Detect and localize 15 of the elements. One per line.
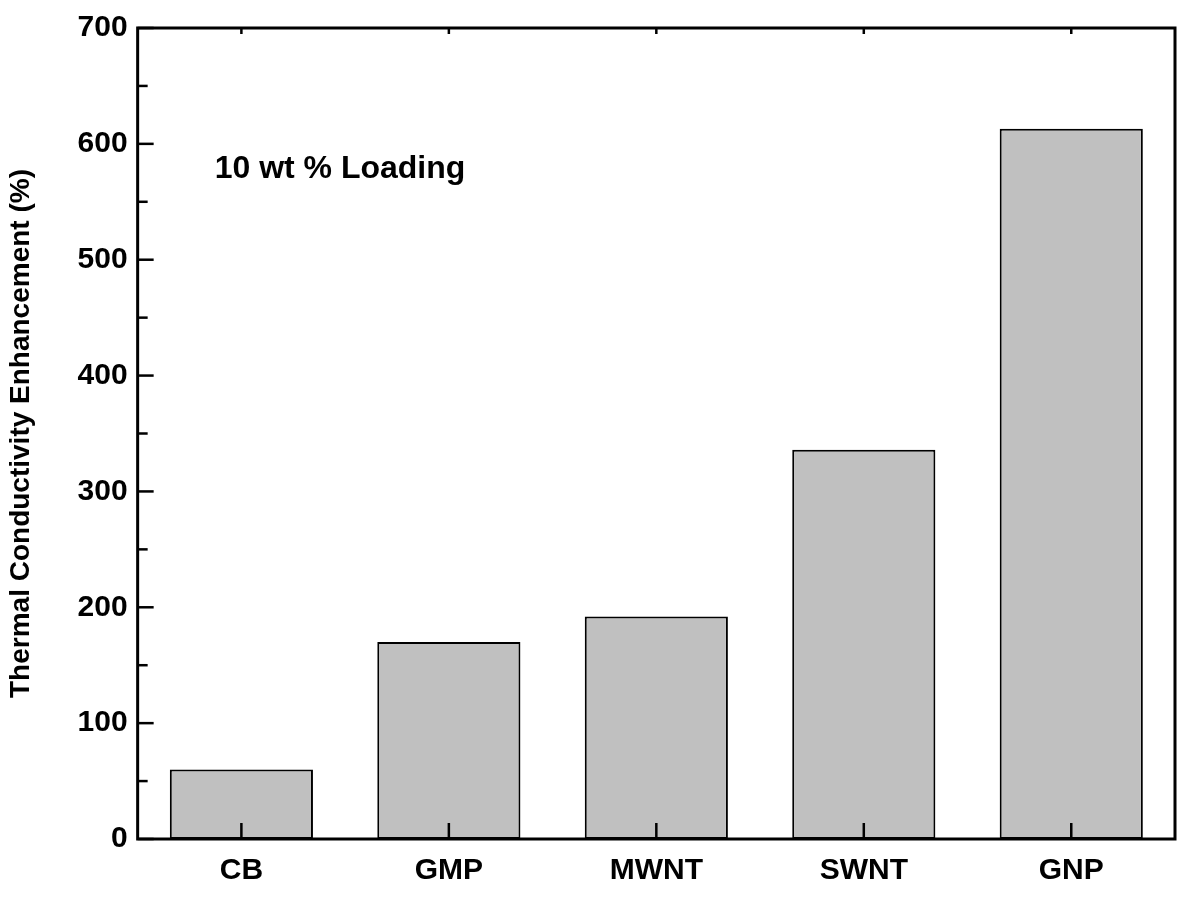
y-tick-label: 300: [77, 472, 128, 506]
x-tick-label: GMP: [414, 852, 484, 886]
y-tick-label: 100: [77, 704, 128, 738]
x-tick-label: CB: [219, 852, 264, 886]
x-tick-label: SWNT: [819, 852, 908, 886]
y-tick-label: 200: [77, 588, 128, 622]
y-tick-label: 400: [77, 356, 128, 390]
y-tick-label: 700: [77, 9, 128, 43]
x-tick-label: MWNT: [609, 852, 703, 886]
annotation: 10 wt % Loading: [214, 149, 466, 185]
y-axis-title: Thermal Conductivity Enhancement (%): [3, 169, 35, 698]
y-tick-label: 500: [77, 240, 128, 274]
x-tick-label: GNP: [1038, 852, 1104, 886]
y-tick-label: 0: [110, 820, 128, 854]
y-tick-label: 600: [77, 125, 128, 159]
